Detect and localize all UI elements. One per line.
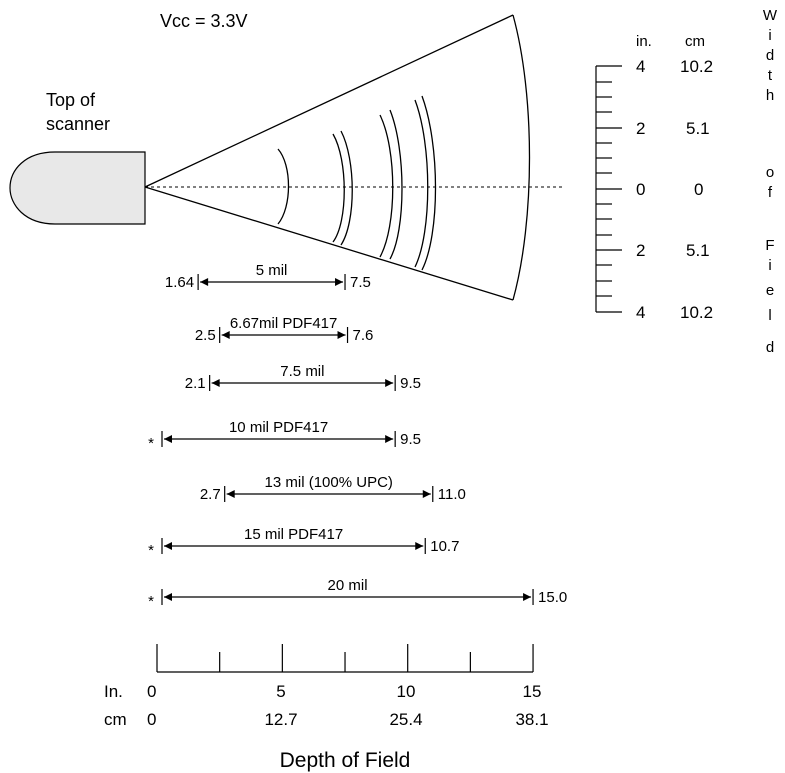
range-label: 13 mil (100% UPC)	[265, 474, 393, 491]
width-label-letter: d	[766, 339, 774, 356]
width-tick-in-5: 4	[636, 303, 645, 322]
depth-tick-cm-5: 12.7	[264, 710, 297, 729]
depth-tick-cm-0: 0	[147, 710, 156, 729]
range-near-value: 2.1	[185, 375, 206, 392]
range-near-value: *	[148, 542, 154, 559]
range-far-value: 9.5	[400, 431, 421, 448]
range-label: 15 mil PDF417	[244, 526, 343, 543]
range-near-value: 1.64	[165, 274, 194, 291]
width-label-letter: i	[768, 257, 771, 274]
range-label: 10 mil PDF417	[229, 419, 328, 436]
depth-tick-in-0: 0	[147, 682, 156, 701]
scanner-label-line2: scanner	[46, 114, 110, 134]
width-tick-in-3: 0	[636, 180, 645, 199]
range-label: 20 mil	[328, 577, 368, 594]
width-label-letter: l	[768, 307, 771, 324]
width-tick-cm-3: 0	[694, 180, 703, 199]
range-near-value: 2.5	[195, 327, 216, 344]
depth-tick-cm-15: 38.1	[515, 710, 548, 729]
width-of-field-label: W i d t h o f F i e l d	[763, 7, 778, 356]
width-unit-in: in.	[636, 33, 652, 50]
range-far-value: 7.6	[353, 327, 374, 344]
width-label-letter: d	[766, 47, 774, 64]
range-label: 6.67mil PDF417	[230, 315, 338, 332]
width-label-letter: h	[766, 87, 774, 104]
width-tick-cm-1: 10.2	[680, 57, 713, 76]
depth-tick-in-15: 15	[523, 682, 542, 701]
range-far-value: 15.0	[538, 589, 567, 606]
range-near-value: *	[148, 593, 154, 610]
scanner-body	[9, 151, 146, 225]
range-near-value: *	[148, 435, 154, 452]
width-tick-in-2: 2	[636, 119, 645, 138]
depth-axis	[156, 644, 534, 673]
width-tick-cm-5: 10.2	[680, 303, 713, 322]
depth-tick-in-10: 10	[397, 682, 416, 701]
range-near-value: 2.7	[200, 486, 221, 503]
width-label-letter: i	[768, 27, 771, 44]
depth-of-field-title: Depth of Field	[280, 749, 411, 772]
depth-tick-in-5: 5	[276, 682, 285, 701]
scanner-label-line1: Top of	[46, 90, 96, 110]
width-scale	[595, 65, 622, 313]
supply-voltage-title: Vcc = 3.3V	[160, 11, 248, 31]
scan-field-cone	[144, 14, 565, 301]
range-far-value: 10.7	[430, 538, 459, 555]
width-tick-cm-2: 5.1	[686, 119, 710, 138]
depth-tick-cm-10: 25.4	[389, 710, 422, 729]
width-label-letter: f	[768, 184, 773, 201]
depth-unit-in: In.	[104, 682, 123, 701]
width-label-letter: W	[763, 7, 778, 24]
width-tick-in-4: 2	[636, 241, 645, 260]
width-tick-in-1: 4	[636, 57, 645, 76]
range-far-value: 9.5	[400, 375, 421, 392]
width-label-letter: o	[766, 164, 774, 181]
width-label-letter: e	[766, 282, 774, 299]
range-far-value: 7.5	[350, 274, 371, 291]
width-tick-cm-4: 5.1	[686, 241, 710, 260]
width-label-letter: t	[768, 67, 773, 84]
width-label-letter: F	[765, 237, 774, 254]
range-far-value: 11.0	[438, 486, 466, 503]
width-unit-cm: cm	[685, 33, 705, 50]
range-bars: 5 mil 1.64 7.5 6.67mil PDF417 2.5 7.6 7.5 mil 2…	[148, 262, 567, 610]
range-label: 7.5 mil	[280, 363, 324, 380]
depth-unit-cm: cm	[104, 710, 127, 729]
range-label: 5 mil	[256, 262, 288, 279]
